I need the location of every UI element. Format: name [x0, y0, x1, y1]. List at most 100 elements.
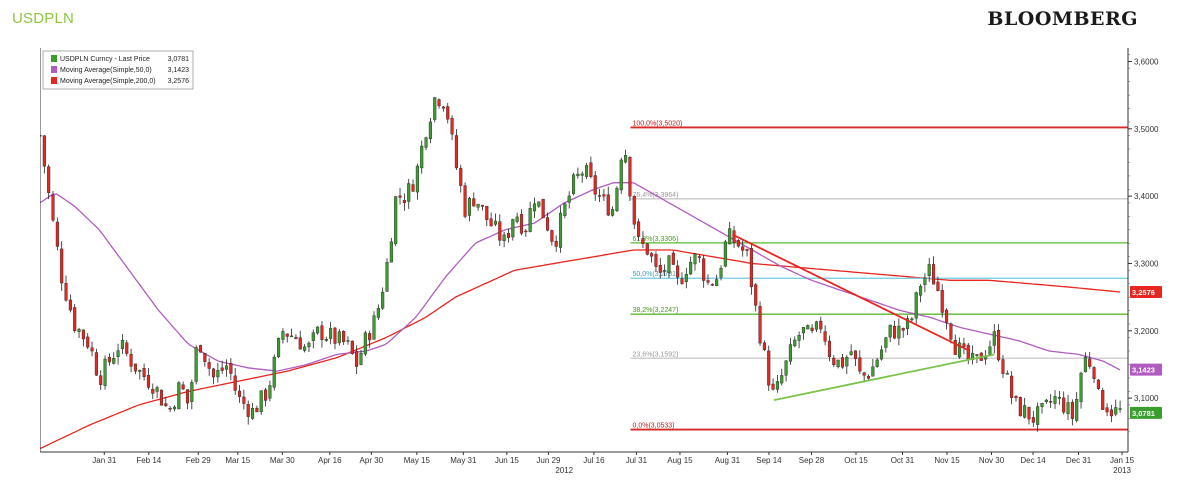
- candle-body: [988, 346, 992, 355]
- candle-body: [337, 331, 341, 344]
- candle-body: [602, 194, 606, 197]
- candle-body: [910, 318, 914, 321]
- candle-body: [463, 185, 467, 217]
- candle-body: [919, 286, 923, 296]
- x-tick-label: Nov 30: [979, 456, 1005, 465]
- candle-body: [207, 362, 211, 369]
- legend-series-last-2: 3,2576: [168, 78, 190, 85]
- candle-body: [797, 335, 801, 341]
- candle-body: [767, 350, 771, 386]
- ma200-layer: [40, 249, 1121, 450]
- candle-body: [233, 375, 237, 391]
- candle-body: [810, 327, 814, 331]
- candle-body: [389, 241, 393, 263]
- candle-body: [60, 248, 64, 284]
- candle-body: [853, 350, 858, 360]
- candle-body: [42, 135, 46, 167]
- candle-body: [680, 278, 684, 284]
- x-tick-label: Dec 31: [1066, 456, 1092, 465]
- candle-body: [164, 403, 168, 406]
- candle-body: [181, 384, 185, 390]
- legend-series-name-0: USDPLN Curncy - Last Price: [60, 56, 150, 63]
- candle-body: [589, 162, 593, 177]
- candle-body: [394, 196, 398, 244]
- candle-body: [788, 344, 792, 362]
- candle-body: [563, 203, 567, 216]
- candle-body: [866, 375, 871, 379]
- value-badge-text-0: 3,2576: [1132, 288, 1155, 297]
- candle-body: [194, 347, 198, 382]
- candle-body: [415, 165, 419, 193]
- fib-label-6: 0,0%(3,0533): [632, 423, 674, 430]
- candle-body: [502, 234, 506, 242]
- brand-logo: BLOOMBERG: [987, 8, 1138, 30]
- candle-body: [858, 357, 862, 372]
- candle-body: [706, 280, 710, 283]
- candle-body: [94, 352, 98, 376]
- candle-body: [237, 390, 242, 397]
- legend-series-last-0: 3,0781: [168, 56, 190, 63]
- candle-body: [511, 219, 515, 238]
- candle-body: [272, 356, 276, 388]
- x-tick-label: Jan 15: [1110, 456, 1135, 465]
- candle-body: [381, 291, 385, 309]
- candle-body: [741, 246, 745, 251]
- candle-body: [901, 328, 905, 331]
- x-tick-label: Apr 30: [360, 456, 384, 465]
- candle-body: [198, 345, 203, 353]
- candle-body: [411, 184, 415, 192]
- candle-body: [51, 194, 55, 221]
- candle-body: [311, 332, 315, 341]
- candle-body: [689, 261, 693, 275]
- candle-body: [862, 372, 866, 376]
- x-tick-label: Aug 15: [667, 456, 693, 465]
- candle-body: [1114, 407, 1118, 415]
- legend-series-last-1: 3,1423: [168, 67, 190, 74]
- candle-body: [333, 327, 337, 344]
- ma50-layer: [40, 182, 1121, 372]
- legend-swatch-0: [51, 55, 57, 62]
- candle-body: [1005, 373, 1009, 375]
- candle-body: [506, 233, 511, 238]
- x-tick-label: Oct 15: [844, 456, 868, 465]
- candle-body: [1066, 402, 1070, 415]
- value-badge-1: [1130, 363, 1162, 376]
- candle-body: [615, 187, 619, 212]
- candle-body: [827, 340, 832, 358]
- candle-body: [77, 328, 81, 332]
- candle-body: [467, 198, 471, 216]
- candle-body: [433, 97, 437, 120]
- candle-body: [346, 340, 350, 342]
- candle-body: [598, 195, 602, 197]
- candle-body: [350, 340, 354, 354]
- candle-body: [385, 262, 389, 292]
- candle-body: [290, 335, 294, 338]
- legend-series-name-1: Moving Average(Simple,50,0): [60, 67, 152, 74]
- candle-body: [446, 106, 450, 120]
- candle-body: [480, 204, 484, 207]
- ma50-line: [40, 182, 1121, 372]
- value-badge-text-1: 3,1423: [1132, 366, 1155, 375]
- candle-body: [55, 221, 59, 247]
- value-badge-2: [1130, 406, 1162, 419]
- candle-body: [251, 408, 255, 419]
- candle-body: [1010, 375, 1014, 398]
- candle-body: [40, 135, 42, 137]
- candle-body: [611, 209, 615, 216]
- trendline-0: [731, 233, 971, 352]
- candle-body: [363, 332, 367, 355]
- candle-body: [1088, 358, 1092, 367]
- x-tick-label: Sep 28: [799, 456, 825, 465]
- candle-body: [342, 331, 346, 342]
- candle-body: [493, 220, 497, 225]
- candle-body: [545, 217, 550, 231]
- candle-body: [407, 183, 411, 202]
- candle-body: [888, 324, 892, 338]
- candle-body: [73, 307, 77, 332]
- candle-body: [637, 221, 641, 237]
- legend-swatch-2: [51, 77, 57, 84]
- candle-body: [580, 173, 584, 176]
- y-tick-label: 3,4000: [1134, 192, 1159, 201]
- candle-body: [1101, 390, 1105, 410]
- candle-body: [875, 359, 879, 367]
